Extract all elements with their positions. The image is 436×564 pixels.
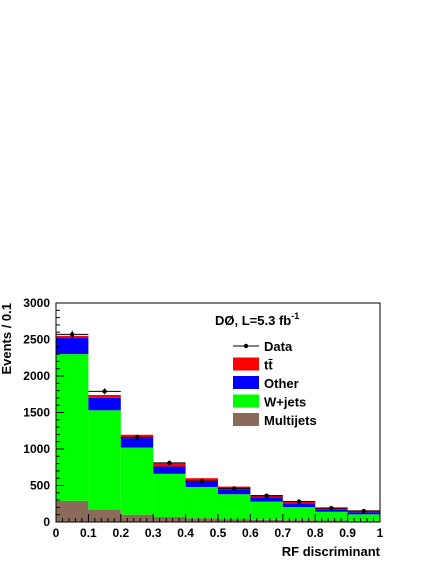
x-tick-label-7: 0.7 (274, 526, 291, 540)
y-tick-label-6: 3000 (23, 296, 50, 310)
legend-label-w-jets: W+jets (264, 395, 306, 410)
x-axis-title: RF discriminant (282, 544, 381, 559)
bar-multijets-5 (218, 519, 251, 522)
data-point-0 (70, 332, 75, 337)
y-tick-label-2: 1000 (23, 442, 50, 456)
y-tick-label-3: 1500 (23, 406, 50, 420)
y-axis-ticks: 0 500 1000 1500 2000 2500 3000 (23, 296, 64, 529)
stacked-bars (56, 335, 380, 522)
y-tick-label-0: 0 (43, 515, 50, 529)
data-point-7 (296, 499, 302, 504)
bar-other-2 (120, 438, 154, 448)
data-point-8 (329, 505, 334, 511)
legend-swatch-w-jets (233, 394, 259, 408)
x-tick-label-0: 0 (53, 526, 60, 540)
x-tick-label-8: 0.8 (307, 526, 324, 540)
data-point-3 (167, 460, 172, 466)
bar-multijets-9 (347, 520, 380, 522)
legend-marker-data (243, 343, 249, 349)
bar-w-jets-1 (88, 410, 121, 510)
bar-other-3 (153, 466, 186, 474)
y-tick-label-1: 500 (30, 479, 50, 493)
bar-w-jets-9 (347, 514, 380, 521)
bar-multijets-7 (282, 520, 316, 522)
luminosity-annotation: DØ, L=5.3 fb-1 (215, 311, 299, 328)
annotation-superscript: -1 (291, 311, 299, 321)
bar-other-1 (88, 397, 121, 411)
data-point-9 (361, 508, 366, 514)
legend-swatch-ttbar (233, 357, 259, 371)
x-tick-label-3: 0.3 (145, 526, 162, 540)
y-tick-label-5: 2500 (23, 333, 50, 347)
x-tick-label-5: 0.5 (210, 526, 227, 540)
bar-other-6 (250, 497, 283, 502)
data-points (56, 330, 380, 514)
bar-w-jets-5 (218, 494, 251, 520)
bar-multijets-6 (250, 519, 283, 522)
bar-w-jets-7 (282, 507, 316, 521)
data-point-2 (134, 435, 140, 440)
bar-other-7 (282, 503, 316, 508)
data-point-4 (199, 478, 204, 484)
x-tick-label-1: 0.1 (80, 526, 97, 540)
bar-multijets-1 (88, 509, 121, 522)
bar-multijets-4 (185, 518, 218, 522)
bar-multijets-0 (56, 500, 89, 522)
x-tick-label-10: 1 (377, 526, 384, 540)
legend-label-other: Other (264, 376, 299, 391)
bar-w-jets-2 (120, 447, 154, 515)
x-axis-ticks: 0 0.1 0.2 0.3 0.4 0.5 0.6 0.7 0.8 0.9 1 (53, 514, 384, 540)
bar-other-8 (315, 509, 348, 512)
bar-other-5 (218, 489, 251, 495)
bar-w-jets-8 (315, 511, 348, 521)
legend: Data tt̄ Other W+jets Multijets (233, 339, 317, 428)
legend-label-multijets: Multijets (264, 413, 317, 428)
x-tick-label-4: 0.4 (177, 526, 194, 540)
legend-label-ttbar: tt̄ (264, 358, 273, 373)
x-tick-label-9: 0.9 (339, 526, 356, 540)
data-point-6 (264, 493, 269, 498)
legend-swatch-multijets (233, 413, 259, 426)
bar-ttbar-1 (88, 394, 121, 398)
data-point-5 (232, 486, 237, 491)
bar-w-jets-3 (153, 473, 186, 517)
bar-w-jets-4 (185, 486, 218, 519)
x-tick-label-6: 0.6 (242, 526, 259, 540)
bar-w-jets-6 (250, 501, 283, 520)
bar-multijets-2 (120, 514, 154, 522)
legend-swatch-other (233, 376, 259, 389)
y-axis-title: Events / 0.1 (0, 303, 14, 375)
x-tick-label-2: 0.2 (112, 526, 129, 540)
annotation-text: DØ, L=5.3 fb (215, 313, 291, 328)
data-point-1 (102, 389, 107, 394)
legend-label-data: Data (264, 339, 293, 354)
bar-multijets-3 (153, 516, 186, 522)
bar-other-0 (56, 338, 89, 355)
bar-w-jets-0 (56, 354, 89, 501)
bar-multijets-8 (315, 520, 348, 522)
y-tick-label-4: 2000 (23, 369, 50, 383)
bar-other-4 (185, 481, 218, 487)
